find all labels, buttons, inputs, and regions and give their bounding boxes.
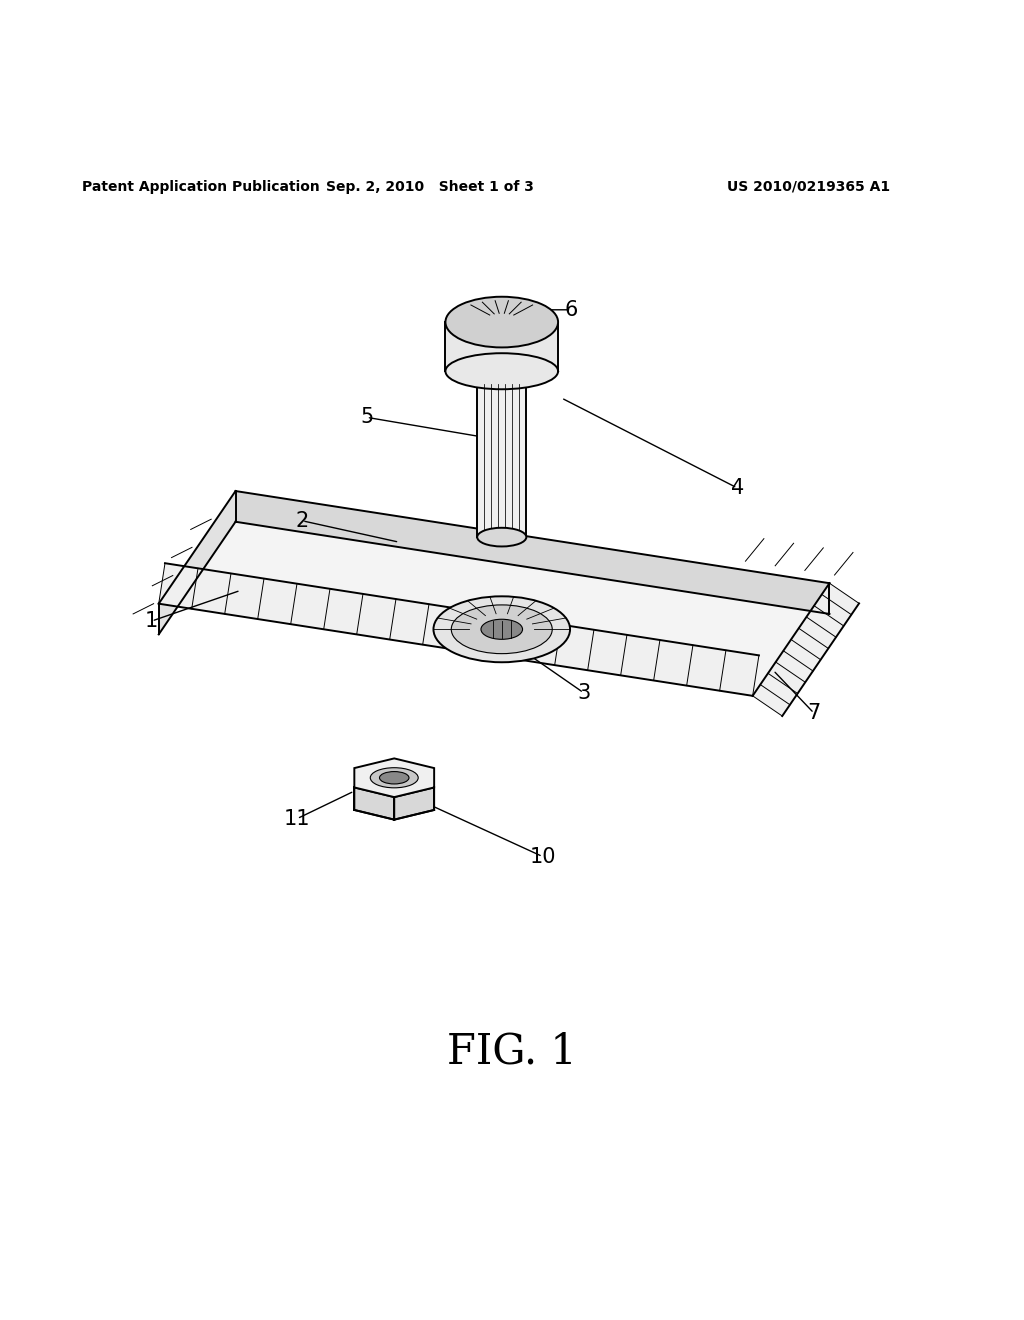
Polygon shape: [753, 583, 859, 715]
Text: 3: 3: [578, 682, 590, 702]
Ellipse shape: [445, 354, 558, 389]
Text: 2: 2: [296, 511, 308, 531]
Ellipse shape: [380, 772, 409, 784]
Polygon shape: [445, 322, 558, 371]
Ellipse shape: [445, 297, 558, 347]
Text: 10: 10: [529, 846, 556, 867]
Polygon shape: [394, 788, 434, 820]
Text: 5: 5: [360, 408, 373, 428]
Polygon shape: [354, 788, 394, 820]
Ellipse shape: [433, 597, 570, 663]
Ellipse shape: [452, 605, 552, 653]
Polygon shape: [477, 384, 526, 537]
Ellipse shape: [481, 619, 522, 639]
Text: US 2010/0219365 A1: US 2010/0219365 A1: [727, 180, 891, 194]
Ellipse shape: [477, 528, 526, 546]
Text: FIG. 1: FIG. 1: [447, 1030, 577, 1072]
Text: 7: 7: [808, 704, 820, 723]
Text: 1: 1: [145, 611, 158, 631]
Text: 4: 4: [731, 478, 743, 498]
Text: Sep. 2, 2010   Sheet 1 of 3: Sep. 2, 2010 Sheet 1 of 3: [326, 180, 535, 194]
Text: Patent Application Publication: Patent Application Publication: [82, 180, 319, 194]
Polygon shape: [159, 564, 759, 696]
Polygon shape: [236, 491, 829, 614]
Text: 6: 6: [564, 300, 579, 319]
Polygon shape: [354, 759, 434, 797]
Polygon shape: [159, 491, 829, 696]
Polygon shape: [159, 491, 236, 635]
Ellipse shape: [371, 768, 418, 788]
Text: 11: 11: [284, 809, 310, 829]
